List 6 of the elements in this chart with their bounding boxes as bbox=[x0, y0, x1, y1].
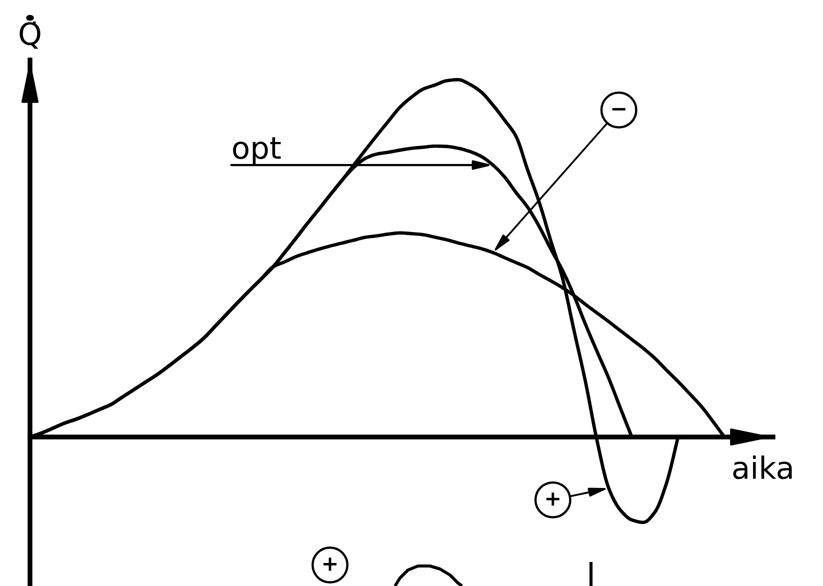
annotation: opt bbox=[233, 137, 281, 166]
annotation: + bbox=[546, 492, 560, 506]
y-axis-title: Q̇ bbox=[20, 22, 40, 49]
annotation: − bbox=[612, 108, 626, 110]
x-axis-title: aika bbox=[733, 455, 792, 480]
text: + bbox=[323, 558, 337, 571]
